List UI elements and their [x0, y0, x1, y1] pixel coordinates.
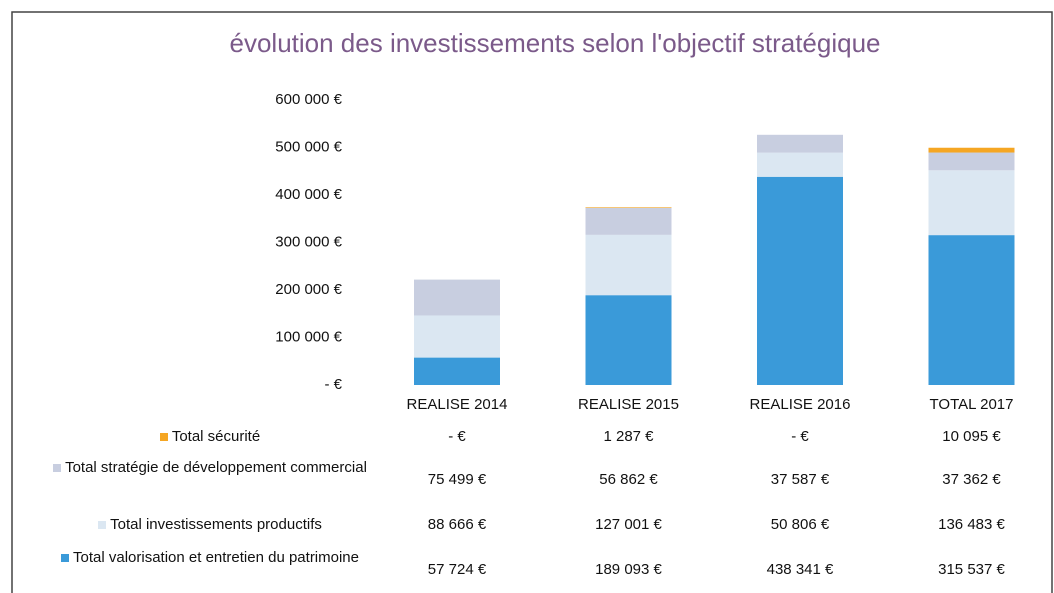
- x-tick-label: REALISE 2014: [407, 396, 508, 413]
- bar-segment: [585, 207, 672, 208]
- y-tick-label: - €: [324, 376, 342, 393]
- legend-entry: Total stratégie de développement commerc…: [45, 458, 375, 502]
- x-tick-label: REALISE 2016: [750, 396, 851, 413]
- bar-segment: [928, 170, 1015, 236]
- legend-swatch: [61, 554, 69, 563]
- y-tick-label: 500 000 €: [275, 138, 342, 155]
- legend-entry: Total investissements productifs: [45, 503, 375, 547]
- value-label: 10 095 €: [942, 428, 1001, 445]
- y-tick-label: 600 000 €: [275, 91, 342, 108]
- bar-segment: [414, 315, 500, 358]
- bar-segment: [757, 134, 843, 153]
- value-label: 1 287 €: [603, 428, 654, 445]
- frame: [11, 11, 1053, 593]
- value-label: 136 483 €: [938, 516, 1005, 533]
- value-label: 37 587 €: [770, 471, 830, 488]
- bar-segment: [414, 279, 500, 316]
- bar-segment: [757, 176, 843, 385]
- bar-segment: [414, 357, 500, 385]
- y-tick-label: 200 000 €: [275, 281, 342, 298]
- bar-segment: [928, 152, 1015, 171]
- legend-label: Total stratégie de développement commerc…: [65, 459, 367, 476]
- chart-title: évolution des investissements selon l'ob…: [230, 28, 881, 58]
- value-label: 37 362 €: [942, 471, 1001, 488]
- y-tick-label: 400 000 €: [275, 186, 342, 203]
- value-label: - €: [791, 428, 809, 445]
- bar-segment: [928, 147, 1015, 153]
- legend-label: Total investissements productifs: [110, 516, 322, 533]
- value-label: 88 666 €: [427, 516, 487, 533]
- legend-swatch: [98, 521, 107, 530]
- value-label: 75 499 €: [427, 471, 487, 488]
- x-tick-label: TOTAL 2017: [930, 396, 1014, 413]
- legend-entry: Total valorisation et entretien du patri…: [45, 548, 375, 592]
- legend-swatch: [53, 464, 62, 473]
- value-label: 50 806 €: [770, 516, 830, 533]
- legend-entry: Total sécurité: [45, 415, 375, 459]
- bar-segment: [757, 152, 843, 177]
- bar-segment: [585, 295, 672, 385]
- value-label: 57 724 €: [427, 561, 487, 578]
- legend-label: Total valorisation et entretien du patri…: [73, 549, 359, 566]
- legend-swatch: [159, 433, 168, 442]
- legend-label: Total sécurité: [171, 428, 261, 445]
- value-label: - €: [448, 428, 466, 445]
- value-label: 438 341 €: [766, 561, 834, 578]
- bar-segment: [928, 235, 1015, 385]
- value-label: 189 093 €: [595, 561, 662, 578]
- value-label: 127 001 €: [595, 516, 662, 533]
- x-tick-label: REALISE 2015: [578, 396, 679, 413]
- value-label: 315 537 €: [938, 561, 1005, 578]
- y-tick-label: 100 000 €: [275, 328, 342, 345]
- bar-segment: [585, 234, 672, 296]
- y-tick-label: 300 000 €: [275, 233, 342, 250]
- bar-segment: [585, 207, 672, 235]
- value-label: 56 862 €: [599, 471, 658, 488]
